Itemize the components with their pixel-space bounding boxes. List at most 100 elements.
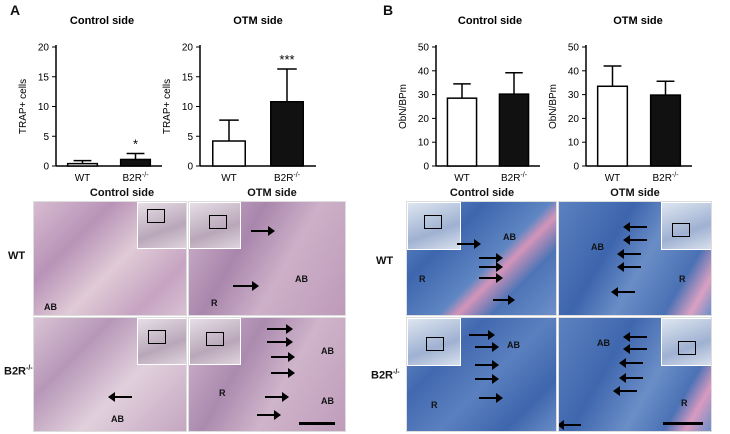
- micrograph-b-control-wt: AB R: [406, 201, 557, 316]
- micrograph-b-control-b2r: AB R: [406, 317, 557, 432]
- x-tick-label: WT: [454, 173, 470, 184]
- panel-letter-b: B: [383, 2, 394, 18]
- arrow: [619, 358, 643, 368]
- label-ab: AB: [44, 302, 57, 312]
- label-r: R: [219, 388, 226, 398]
- y-tick-label: 30: [568, 90, 580, 101]
- arrow: [475, 374, 499, 384]
- hist-b-row-wt: WT: [376, 255, 394, 267]
- arrow: [271, 368, 295, 378]
- label-ab: AB: [321, 346, 334, 356]
- arrow: [479, 393, 503, 403]
- arrow: [469, 330, 495, 340]
- y-tick-label: 0: [43, 162, 49, 173]
- chart-title: OTM side: [233, 15, 283, 27]
- x-tick-label: B2R-/-: [122, 172, 149, 184]
- arrow: [479, 262, 503, 272]
- arrow: [559, 420, 581, 430]
- y-tick-label: 50: [418, 43, 430, 54]
- y-tick-label: 20: [418, 114, 430, 125]
- label-r: R: [211, 298, 218, 308]
- arrow: [479, 273, 503, 283]
- y-tick-label: 20: [38, 43, 50, 54]
- hist-a-row-b2r: B2R-/-: [4, 365, 33, 378]
- bar: [649, 94, 682, 167]
- arrow: [623, 344, 647, 354]
- y-tick-label: 40: [418, 66, 430, 77]
- bar: [66, 162, 99, 167]
- y-tick-label: 0: [573, 162, 579, 173]
- x-tick-label: B2R-/-: [501, 172, 528, 184]
- arrow: [475, 360, 499, 370]
- hist-b-row-b2r: B2R-/-: [371, 369, 400, 382]
- y-tick-label: 15: [38, 72, 50, 83]
- hist-a-row-wt: WT: [8, 250, 26, 262]
- x-tick-label: B2R-/-: [274, 172, 301, 184]
- arrow: [613, 386, 637, 396]
- label-ab: AB: [111, 414, 124, 424]
- x-tick-label: WT: [75, 173, 91, 184]
- bar: [212, 140, 246, 167]
- micrograph-a-otm-b2r: AB AB R: [188, 317, 346, 432]
- y-tick-label: 0: [187, 162, 193, 173]
- inset-overview: [137, 318, 186, 365]
- label-ab: AB: [503, 232, 516, 242]
- arrow: [475, 342, 499, 352]
- arrow: [617, 249, 641, 259]
- arrow: [611, 287, 635, 297]
- chart-title: OTM side: [613, 15, 663, 27]
- y-tick-label: 10: [418, 138, 430, 149]
- y-axis-label: TRAP+ cells: [18, 79, 29, 134]
- label-ab: AB: [295, 274, 308, 284]
- label-r: R: [419, 274, 426, 284]
- y-tick-label: 50: [568, 43, 580, 54]
- micrograph-b-otm-wt: AB R: [558, 201, 712, 316]
- inset-overview: [189, 202, 241, 249]
- arrow: [267, 324, 293, 334]
- inset-overview: [137, 202, 186, 249]
- inset-overview: [661, 318, 711, 366]
- arrow: [251, 226, 275, 236]
- x-tick-label: B2R-/-: [652, 172, 679, 184]
- hist-a-col-otm: OTM side: [247, 187, 297, 199]
- micrograph-a-control-b2r: AB: [33, 317, 187, 432]
- label-ab: AB: [591, 242, 604, 252]
- y-tick-label: 30: [418, 90, 430, 101]
- scale-bar: [299, 422, 335, 425]
- y-tick-label: 10: [568, 138, 580, 149]
- bar: [270, 100, 304, 167]
- inset-overview: [189, 318, 241, 365]
- hist-b-col-otm: OTM side: [610, 187, 660, 199]
- y-tick-label: 5: [187, 132, 193, 143]
- arrow: [265, 392, 289, 402]
- y-tick-label: 15: [182, 72, 194, 83]
- chart-title: Control side: [70, 15, 134, 27]
- arrow: [623, 222, 647, 232]
- bar: [119, 158, 152, 167]
- y-tick-label: 20: [182, 43, 194, 54]
- scale-bar: [663, 422, 703, 425]
- hist-a-col-control: Control side: [89, 187, 155, 199]
- arrow: [623, 332, 647, 342]
- hist-b-col-control: Control side: [449, 187, 515, 199]
- label-ab: AB: [321, 396, 334, 406]
- arrow: [493, 295, 515, 305]
- bar-charts: Control side TRAP+ cells 0 5 10 15 20 WT * B2R-/-…: [18, 15, 692, 184]
- bar: [446, 97, 478, 167]
- micrograph-a-otm-wt: AB R: [188, 201, 346, 316]
- inset-overview: [661, 202, 711, 250]
- significance-marker: *: [133, 137, 138, 152]
- x-tick-label: WT: [221, 173, 237, 184]
- label-r: R: [679, 274, 686, 284]
- y-tick-label: 20: [568, 114, 580, 125]
- y-axis-label: ObN/BPm: [398, 84, 409, 129]
- x-tick-label: WT: [605, 173, 621, 184]
- bar: [596, 85, 629, 167]
- arrow: [257, 410, 281, 420]
- micrograph-b-otm-b2r: AB R: [558, 317, 712, 432]
- arrow: [457, 239, 481, 249]
- label-r: R: [431, 400, 438, 410]
- y-tick-label: 0: [423, 162, 429, 173]
- arrow: [619, 373, 643, 383]
- panel-letter-a: A: [10, 2, 21, 18]
